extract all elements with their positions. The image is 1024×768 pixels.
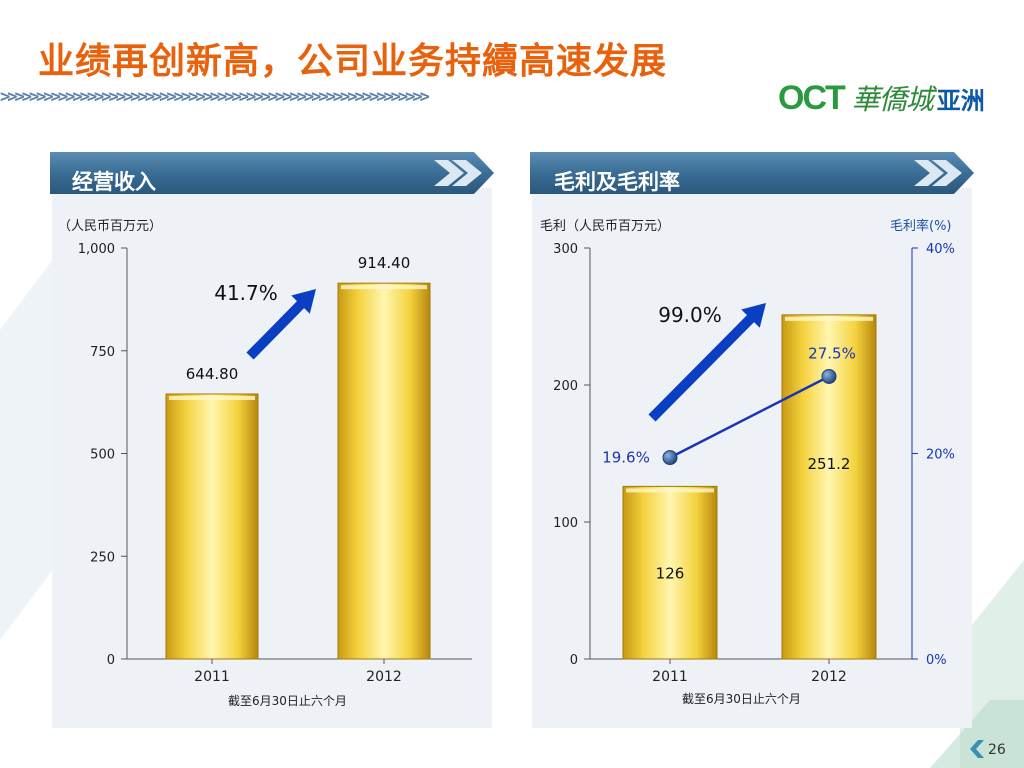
y-tick-label: 300 [553, 242, 578, 257]
x-tick-label: 2012 [366, 669, 402, 685]
bar [622, 485, 718, 660]
margin-point [662, 450, 678, 466]
company-logo: OCT 華僑城 亚洲 [778, 76, 985, 120]
y2-tick-label: 20% [926, 448, 955, 463]
data-label: 914.40 [358, 254, 411, 272]
growth-rate-label: 99.0% [658, 303, 722, 327]
margin-label: 27.5% [808, 344, 856, 362]
gross-profit-unit-label: 毛利（人民币百万元） [540, 219, 671, 234]
y-tick-label: 1,000 [78, 242, 115, 257]
back-chevron-icon[interactable] [966, 738, 988, 760]
y-tick-label: 0 [107, 653, 115, 668]
y-tick-label: 250 [90, 550, 115, 565]
double-chevron-right-icon [434, 160, 482, 186]
y2-tick-label: 0% [926, 653, 947, 668]
x-tick-label: 2012 [811, 669, 847, 685]
y-tick-label: 500 [90, 448, 115, 463]
data-label: 126 [656, 565, 685, 583]
revenue-footnote: 截至6月30日止六个月 [228, 694, 347, 708]
x-tick-label: 2011 [194, 669, 230, 685]
logo-mark: OCT [778, 78, 846, 117]
revenue-chart-title: 经营收入 [72, 170, 156, 194]
logo-cn: 華僑城 [851, 83, 934, 116]
growth-arrow-icon [246, 289, 316, 360]
gross-profit-footnote: 截至6月30日止六个月 [682, 692, 801, 706]
margin-label: 19.6% [602, 449, 650, 467]
double-chevron-right-icon [914, 160, 962, 186]
gross-profit-chart-title: 毛利及毛利率 [554, 170, 680, 194]
y-tick-label: 0 [570, 653, 578, 668]
data-label: 644.80 [186, 365, 239, 383]
x-tick-label: 2011 [652, 669, 688, 685]
data-label: 251.2 [808, 455, 851, 473]
y-tick-label: 200 [553, 379, 578, 394]
revenue-ribbon [50, 152, 494, 194]
growth-arrow-icon [648, 303, 766, 422]
y-tick-label: 100 [553, 516, 578, 531]
y-tick-label: 750 [90, 345, 115, 360]
logo-sub: 亚洲 [936, 86, 985, 115]
y2-tick-label: 40% [926, 242, 955, 257]
bar-highlight [785, 316, 873, 321]
margin-line [669, 375, 830, 459]
gross-profit-ribbon [530, 152, 974, 194]
bar-highlight [169, 395, 255, 400]
bar [781, 314, 877, 660]
bar [337, 282, 431, 660]
page-number: 26 [988, 742, 1006, 758]
gross-profit-panel [532, 188, 972, 728]
growth-rate-label: 41.7% [214, 281, 278, 305]
page-title: 业绩再创新高，公司业务持續高速发展 [38, 41, 668, 82]
bar [165, 393, 259, 660]
chevron-divider: >>>>>>>>>>>>>>>>>>>>>>>>>>>>>>>>>>>>>>>>… [0, 87, 430, 107]
revenue-unit-label: （人民币百万元） [58, 219, 163, 234]
margin-point [821, 368, 837, 384]
margin-unit-label: 毛利率(%) [890, 219, 952, 234]
bar-highlight [626, 488, 714, 493]
bar-highlight [341, 285, 427, 290]
